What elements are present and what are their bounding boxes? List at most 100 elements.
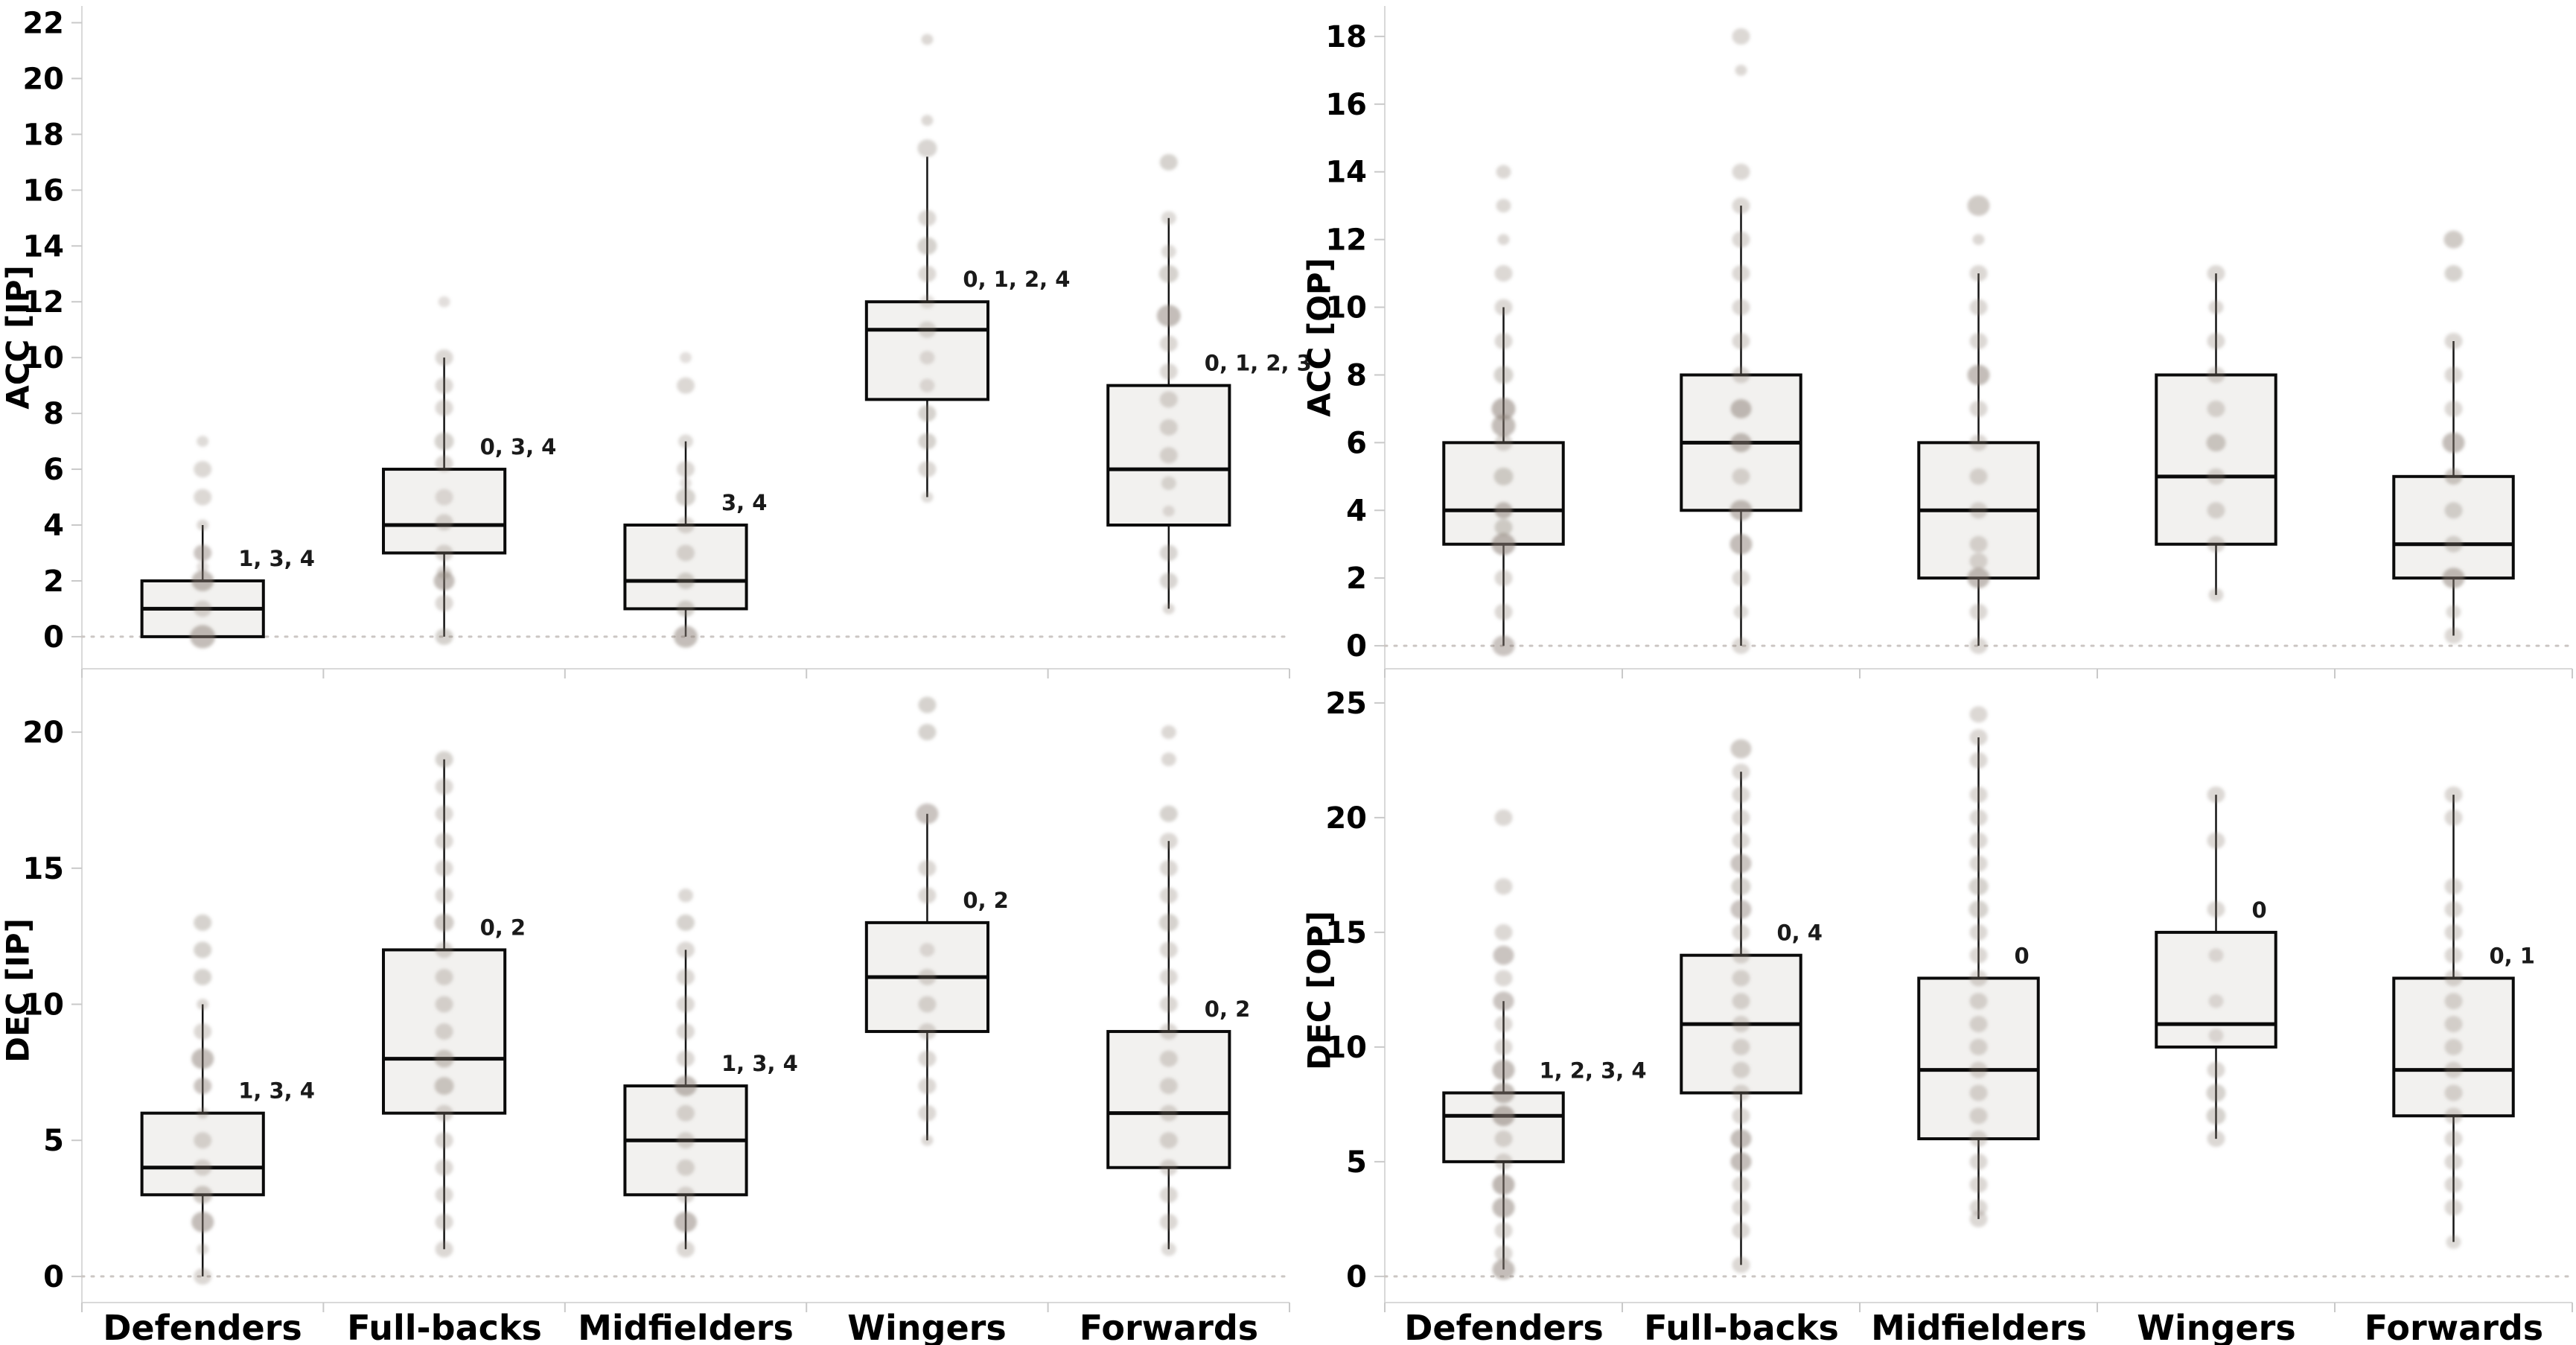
point-strip — [1156, 153, 1181, 614]
data-point — [1969, 535, 1988, 553]
data-point — [1732, 231, 1750, 248]
data-point — [1158, 913, 1179, 932]
y-tick-label: 15 — [1325, 916, 1367, 950]
data-point — [1732, 786, 1750, 804]
data-point — [1159, 572, 1178, 589]
point-strip — [675, 888, 697, 1258]
data-point — [1162, 505, 1175, 517]
data-point — [2208, 1028, 2224, 1043]
data-point — [1493, 991, 1514, 1011]
data-point — [1969, 855, 1988, 872]
data-point — [1969, 1016, 1988, 1033]
significance-annotation: 0, 4 — [1777, 920, 1823, 946]
data-point — [435, 1159, 453, 1176]
data-point — [435, 996, 453, 1013]
point-strip — [2206, 265, 2226, 602]
data-point — [2207, 901, 2225, 918]
data-point — [677, 516, 695, 534]
point-strip — [1729, 28, 1753, 655]
data-point — [1969, 809, 1988, 826]
point-strip — [434, 751, 454, 1258]
y-tick-label: 16 — [1325, 88, 1367, 122]
data-point — [2446, 605, 2461, 619]
data-point — [677, 1159, 695, 1176]
data-point — [1159, 544, 1178, 562]
data-point — [1969, 299, 1988, 316]
data-point — [1732, 1084, 1750, 1101]
category-label-midfielders: Midfielders — [1871, 1308, 2087, 1345]
data-point — [2444, 1016, 2463, 1033]
box-group-forwards: 0, 1 — [2392, 786, 2535, 1249]
data-point — [1494, 332, 1513, 350]
data-point — [1159, 941, 1178, 958]
data-point — [1732, 970, 1750, 987]
data-point — [1732, 1107, 1750, 1125]
data-point — [2444, 265, 2463, 282]
panel-top-right: 0 2 4 6 8 10 12 14 16 18 — [1325, 6, 2574, 678]
box-group-defenders: 1, 2, 3, 4 — [1442, 809, 1647, 1280]
box-group-wingers: 0, 1, 2, 4 — [864, 34, 1070, 503]
data-point — [1730, 900, 1752, 919]
data-point — [435, 859, 453, 877]
y-tick-label: 0 — [43, 620, 64, 655]
data-point — [435, 1241, 453, 1258]
point-strip — [1968, 706, 1989, 1227]
significance-annotation: 0, 2 — [963, 888, 1008, 913]
box-group-full-backs: 0, 2 — [382, 751, 526, 1258]
data-point — [2208, 994, 2224, 1008]
data-point — [677, 1186, 695, 1203]
data-point — [2207, 366, 2225, 384]
data-point — [675, 1075, 697, 1096]
data-point — [2444, 1176, 2463, 1193]
data-point — [435, 778, 453, 795]
point-strip — [2442, 230, 2465, 644]
data-point — [919, 943, 935, 957]
data-point — [190, 625, 216, 649]
data-point — [1969, 434, 1988, 451]
data-point — [197, 561, 209, 573]
data-point — [1494, 603, 1513, 620]
box — [382, 468, 507, 555]
point-strip — [674, 352, 698, 648]
significance-annotation: 0, 1, 2, 4 — [963, 267, 1070, 292]
data-point — [1969, 502, 1988, 519]
y-tick-label: 20 — [1325, 801, 1367, 836]
point-strip — [1492, 809, 1515, 1280]
data-point — [918, 1023, 937, 1040]
data-point — [1494, 1016, 1513, 1033]
data-point — [2207, 1131, 2225, 1148]
data-point — [2206, 1107, 2226, 1125]
data-point — [438, 296, 450, 308]
y-tick-label: 8 — [43, 397, 64, 431]
data-point — [1494, 1131, 1513, 1148]
y-axis-title-dec-op: DEC [OP] — [1301, 911, 1338, 1070]
y-tick-label: 10 — [22, 988, 64, 1023]
data-point — [1159, 363, 1178, 380]
data-point — [1159, 153, 1178, 171]
data-point — [1732, 1061, 1750, 1078]
data-point — [2444, 468, 2463, 485]
y-tick-label: 22 — [22, 6, 64, 40]
data-point — [435, 887, 453, 904]
data-point — [1967, 364, 1990, 386]
data-point — [1494, 434, 1513, 451]
data-point — [1732, 299, 1750, 316]
y-tick-label: 12 — [1325, 223, 1367, 258]
data-point — [675, 1212, 697, 1233]
significance-annotation: 1, 3, 4 — [238, 546, 315, 571]
box-group-midfielders: 3, 4 — [623, 352, 767, 648]
y-tick-label: 20 — [22, 716, 64, 750]
y-tick-label: 16 — [22, 174, 64, 208]
data-point — [1491, 398, 1516, 420]
data-point — [919, 378, 935, 392]
data-point — [1967, 195, 1990, 216]
data-point — [1159, 1078, 1178, 1095]
data-point — [1497, 234, 1510, 245]
data-point — [1159, 859, 1178, 877]
data-point — [2207, 832, 2225, 849]
y-axis-title-acc-op: ACC [OP] — [1301, 258, 1338, 417]
data-point — [1732, 1256, 1750, 1274]
data-point — [2444, 947, 2463, 964]
data-point — [1159, 1186, 1178, 1203]
